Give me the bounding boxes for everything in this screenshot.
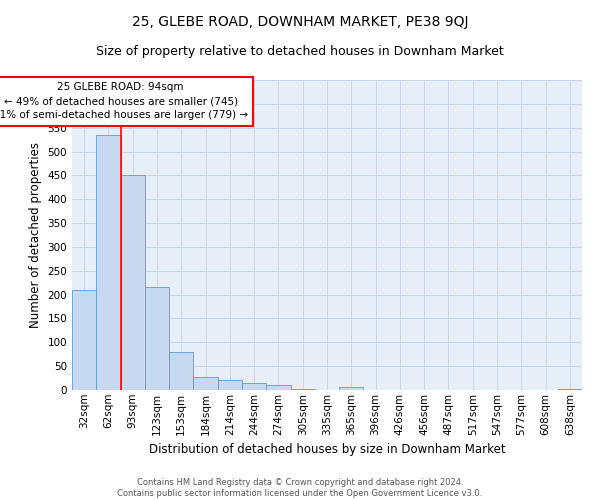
- Bar: [193, 376, 218, 390]
- Bar: [218, 380, 242, 390]
- Bar: [242, 383, 266, 390]
- Bar: [558, 388, 582, 390]
- Text: Size of property relative to detached houses in Downham Market: Size of property relative to detached ho…: [96, 45, 504, 58]
- Bar: [339, 386, 364, 390]
- X-axis label: Distribution of detached houses by size in Downham Market: Distribution of detached houses by size …: [149, 443, 505, 456]
- Bar: [96, 135, 121, 390]
- Text: 25, GLEBE ROAD, DOWNHAM MARKET, PE38 9QJ: 25, GLEBE ROAD, DOWNHAM MARKET, PE38 9QJ: [132, 15, 468, 29]
- Y-axis label: Number of detached properties: Number of detached properties: [29, 142, 42, 328]
- Bar: [290, 388, 315, 390]
- Bar: [145, 288, 169, 390]
- Bar: [169, 352, 193, 390]
- Text: 25 GLEBE ROAD: 94sqm
← 49% of detached houses are smaller (745)
51% of semi-deta: 25 GLEBE ROAD: 94sqm ← 49% of detached h…: [0, 82, 248, 120]
- Bar: [121, 176, 145, 390]
- Bar: [72, 290, 96, 390]
- Bar: [266, 385, 290, 390]
- Text: Contains HM Land Registry data © Crown copyright and database right 2024.
Contai: Contains HM Land Registry data © Crown c…: [118, 478, 482, 498]
